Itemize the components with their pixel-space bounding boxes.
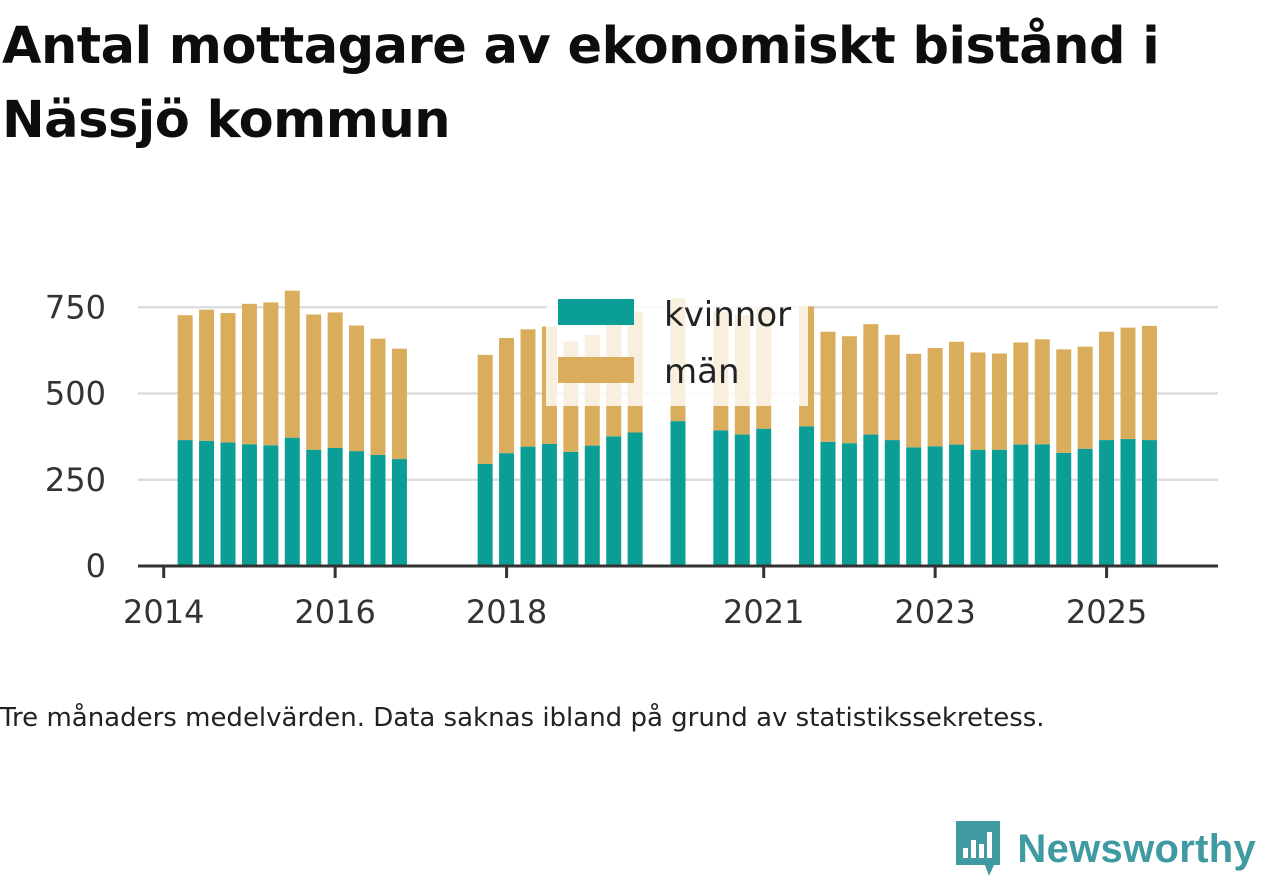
bar-kvinnor bbox=[349, 451, 365, 566]
bar-man bbox=[327, 312, 343, 449]
bar-man bbox=[1034, 339, 1050, 445]
bar-kvinnor bbox=[884, 440, 900, 566]
bar-kvinnor bbox=[991, 449, 1007, 566]
bar-kvinnor bbox=[541, 443, 557, 566]
bar-kvinnor bbox=[1141, 440, 1157, 566]
brand-name: Newsworthy bbox=[1017, 826, 1256, 871]
bar-kvinnor bbox=[1034, 444, 1050, 566]
legend-label-man: män bbox=[664, 352, 740, 392]
bar-man bbox=[499, 337, 515, 454]
bar-kvinnor bbox=[949, 444, 965, 566]
bar-man bbox=[863, 324, 879, 435]
bar-kvinnor bbox=[906, 447, 922, 566]
bar-kvinnor bbox=[1077, 448, 1093, 566]
bar-man bbox=[263, 302, 279, 446]
bar-kvinnor bbox=[477, 463, 493, 566]
legend-swatch-man bbox=[558, 357, 634, 383]
bar-man bbox=[991, 353, 1007, 450]
bar-man bbox=[970, 352, 986, 450]
bar-kvinnor bbox=[670, 421, 686, 566]
bar-man bbox=[1013, 342, 1029, 445]
bar-man bbox=[927, 347, 943, 447]
bar-man bbox=[199, 309, 215, 441]
bar-man bbox=[220, 313, 236, 443]
bar-kvinnor bbox=[1056, 452, 1072, 566]
x-tick-label: 2023 bbox=[894, 593, 975, 631]
bar-kvinnor bbox=[177, 440, 193, 566]
bar-kvinnor bbox=[1013, 444, 1029, 566]
bar-kvinnor bbox=[241, 444, 257, 566]
bar-kvinnor bbox=[284, 437, 300, 566]
bar-kvinnor bbox=[713, 430, 729, 566]
bar-kvinnor bbox=[306, 449, 322, 566]
bar-kvinnor bbox=[734, 434, 750, 566]
bar-kvinnor bbox=[1120, 439, 1136, 566]
bar-kvinnor bbox=[520, 446, 536, 566]
bar-man bbox=[284, 290, 300, 438]
bar-man bbox=[520, 329, 536, 447]
bar-kvinnor bbox=[199, 440, 215, 566]
x-tick-label: 2018 bbox=[466, 593, 547, 631]
bar-kvinnor bbox=[863, 434, 879, 566]
bar-kvinnor bbox=[927, 446, 943, 566]
y-tick-label: 0 bbox=[86, 547, 106, 585]
y-tick-label: 500 bbox=[45, 375, 106, 413]
bar-kvinnor bbox=[841, 443, 857, 566]
y-tick-label: 250 bbox=[45, 461, 106, 499]
bar-kvinnor bbox=[499, 453, 515, 566]
bar-man bbox=[1077, 346, 1093, 449]
bar-kvinnor bbox=[627, 432, 643, 566]
bar-man bbox=[1120, 327, 1136, 440]
bar-man bbox=[841, 336, 857, 444]
bar-kvinnor bbox=[370, 454, 386, 566]
bar-man bbox=[391, 348, 407, 460]
bar-kvinnor bbox=[756, 428, 772, 566]
bar-man bbox=[370, 338, 386, 455]
bar-kvinnor bbox=[263, 445, 279, 566]
legend-label-kvinnor: kvinnor bbox=[664, 295, 791, 335]
bar-kvinnor bbox=[584, 445, 600, 566]
chart-caption: Tre månaders medelvärden. Data saknas ib… bbox=[0, 703, 1045, 733]
bar-man bbox=[177, 315, 193, 441]
brand-logo: Newsworthy bbox=[953, 818, 1256, 880]
bar-chart: 0 250 500 750 2014 2016 2018 2021 2023 2025 kvinno… bbox=[45, 288, 1218, 631]
bar-kvinnor bbox=[820, 441, 836, 566]
x-tick-label: 2025 bbox=[1066, 593, 1147, 631]
bar-man bbox=[906, 353, 922, 448]
newsworthy-logo-icon bbox=[956, 821, 1001, 876]
chart-title: Antal mottagare av ekonomiskt bistånd i … bbox=[2, 17, 1160, 150]
bar-kvinnor bbox=[970, 449, 986, 566]
x-tick-label: 2014 bbox=[123, 593, 204, 631]
x-tick-label: 2016 bbox=[294, 593, 375, 631]
bar-man bbox=[349, 325, 365, 452]
bar-kvinnor bbox=[220, 442, 236, 566]
bar-man bbox=[1141, 325, 1157, 441]
bar-man bbox=[306, 314, 322, 450]
bar-man bbox=[1056, 349, 1072, 453]
bar-kvinnor bbox=[327, 448, 343, 566]
bar-kvinnor bbox=[563, 451, 579, 566]
bar-kvinnor bbox=[391, 459, 407, 566]
bar-man bbox=[477, 354, 493, 464]
bar-man bbox=[241, 303, 257, 445]
x-tick-label: 2021 bbox=[723, 593, 804, 631]
bar-man bbox=[1099, 331, 1115, 441]
bar-man bbox=[884, 334, 900, 441]
bar-kvinnor bbox=[799, 426, 815, 566]
legend-swatch-kvinnor bbox=[558, 299, 634, 325]
y-tick-label: 750 bbox=[45, 288, 106, 326]
bar-kvinnor bbox=[606, 436, 622, 566]
bar-man bbox=[820, 331, 836, 442]
bar-kvinnor bbox=[1099, 440, 1115, 566]
bar-man bbox=[949, 341, 965, 445]
